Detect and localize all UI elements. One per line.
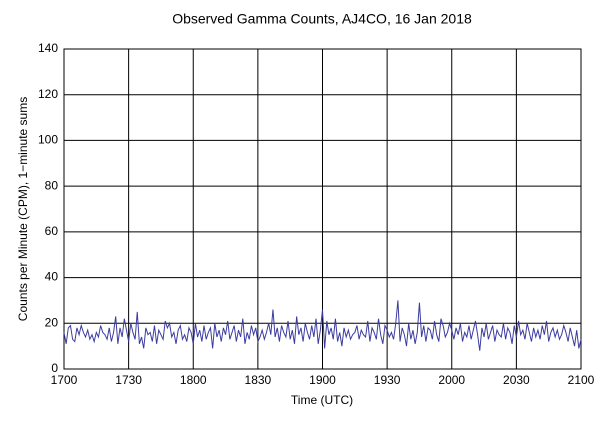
x-axis-label: Time (UTC) (291, 393, 353, 407)
x-tick-label: 2100 (568, 373, 595, 387)
y-tick-label: 0 (51, 361, 58, 375)
y-tick-label: 60 (45, 224, 59, 238)
y-tick-label: 80 (45, 178, 59, 192)
x-tick-label: 1730 (115, 373, 142, 387)
x-tick-label: 1830 (245, 373, 272, 387)
x-tick-label: 1800 (180, 373, 207, 387)
x-tick-label: 1930 (374, 373, 401, 387)
y-axis-label: Counts per Minute (CPM), 1−minute sums (16, 97, 30, 321)
x-tick-label: 1900 (309, 373, 336, 387)
y-tick-label: 40 (45, 270, 59, 284)
plot-frame (63, 48, 582, 370)
x-tick-label: 2000 (438, 373, 465, 387)
y-tick-label: 100 (38, 133, 58, 147)
y-tick-label: 120 (38, 87, 58, 101)
y-tick-label: 20 (45, 315, 59, 329)
x-tick-label: 2030 (503, 373, 530, 387)
data-line (63, 300, 582, 351)
x-tick-label: 1700 (51, 373, 78, 387)
y-tick-label: 140 (38, 41, 58, 55)
chart-title: Observed Gamma Counts, AJ4CO, 16 Jan 201… (172, 11, 472, 27)
